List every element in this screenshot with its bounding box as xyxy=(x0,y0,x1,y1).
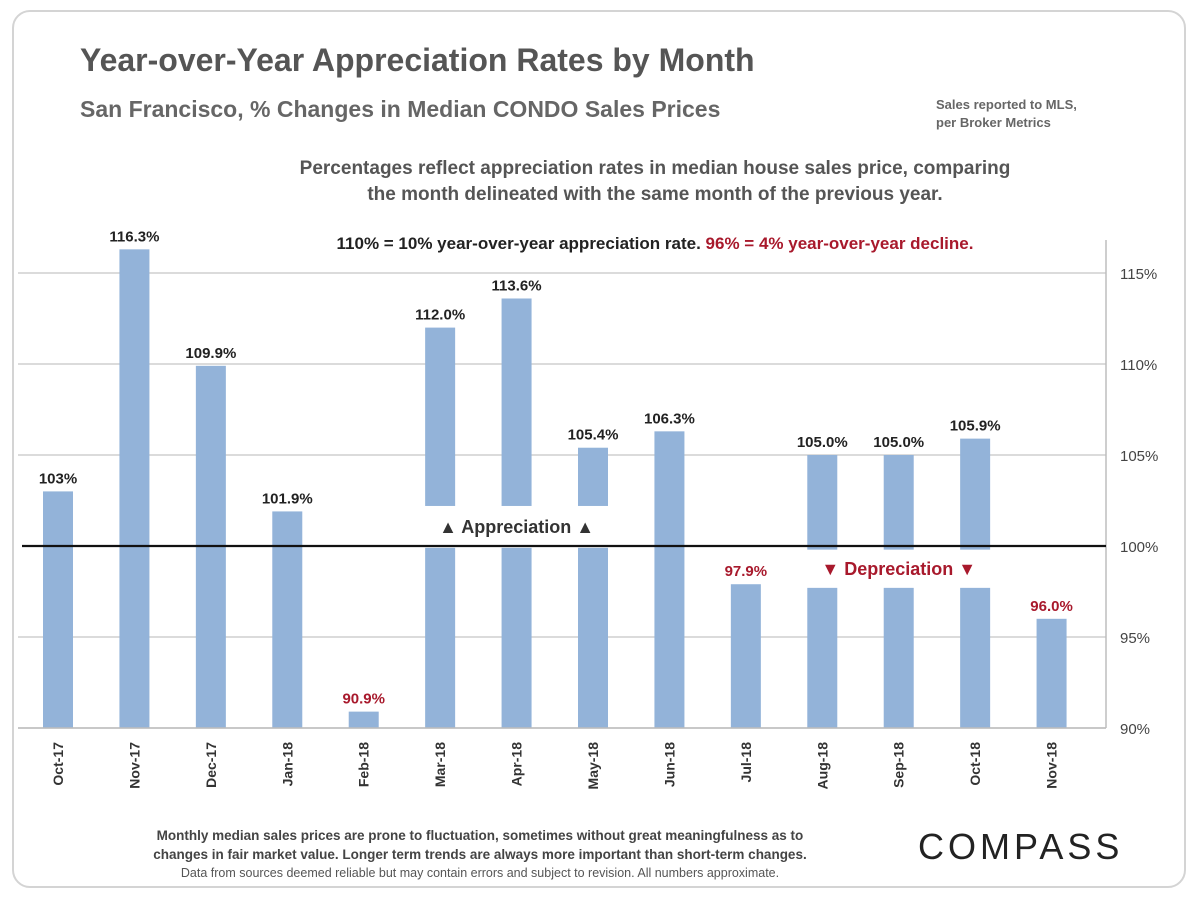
rate-key: 110% = 10% year-over-year appreciation r… xyxy=(200,234,1110,254)
chart-subtitle: San Francisco, % Changes in Median CONDO… xyxy=(80,96,721,122)
data-label: 116.3% xyxy=(109,228,159,245)
y-tick-label: 90% xyxy=(1120,721,1150,738)
data-label: 105.0% xyxy=(797,434,848,451)
data-label: 106.3% xyxy=(644,410,695,427)
x-tick-label: Oct-17 xyxy=(50,742,66,786)
x-tick-label: Jan-18 xyxy=(279,742,295,787)
x-tick-label: Apr-18 xyxy=(509,742,525,787)
footer-line-2: changes in fair market value. Longer ter… xyxy=(153,847,807,862)
x-tick-label: Jun-18 xyxy=(661,742,677,787)
bar xyxy=(43,491,73,728)
y-tick-label: 115% xyxy=(1120,266,1157,283)
depreciation-box xyxy=(799,549,999,588)
explanation-note: Percentages reflect appreciation rates i… xyxy=(200,156,1110,208)
bar xyxy=(883,455,914,728)
appreciation-label: ▲ Appreciation ▲ xyxy=(439,517,594,537)
bar xyxy=(272,511,303,728)
chart-title: Year-over-Year Appreciation Rates by Mon… xyxy=(80,42,755,78)
bar xyxy=(730,584,761,728)
y-tick-label: 105% xyxy=(1120,448,1158,465)
data-label: 112.0% xyxy=(415,307,465,324)
y-tick-label: 100% xyxy=(1120,539,1158,556)
bar xyxy=(578,447,608,728)
bar xyxy=(119,249,150,728)
footer-disclaimer: Monthly median sales prices are prone to… xyxy=(60,826,900,883)
x-tick-label: Jul-18 xyxy=(738,742,754,783)
data-label: 97.9% xyxy=(725,563,768,580)
compass-logo: COMPASS xyxy=(918,826,1124,867)
x-tick-label: Nov-17 xyxy=(126,742,142,789)
appreciation-box xyxy=(417,505,616,548)
footer-line-3: Data from sources deemed reliable but ma… xyxy=(180,866,780,880)
bar xyxy=(1036,618,1067,728)
x-tick-label: Oct-18 xyxy=(967,742,983,786)
source-note: Sales reported to MLS, per Broker Metric… xyxy=(936,96,1136,132)
data-label: 113.6% xyxy=(492,277,542,294)
bar xyxy=(654,431,685,728)
data-label: 105.0% xyxy=(873,434,924,451)
x-tick-label: Feb-18 xyxy=(356,742,372,787)
x-tick-label: Dec-17 xyxy=(203,742,219,788)
x-tick-label: May-18 xyxy=(585,742,601,790)
x-tick-label: Sep-18 xyxy=(891,742,907,788)
rate-key-negative: 96% = 4% year-over-year decline. xyxy=(705,234,974,253)
data-label: 90.9% xyxy=(342,691,385,708)
data-label: 105.9% xyxy=(950,418,1001,435)
x-tick-label: Nov-18 xyxy=(1044,742,1060,789)
depreciation-label: ▼ Depreciation ▼ xyxy=(821,559,976,579)
y-tick-label: 110% xyxy=(1120,357,1157,374)
x-tick-label: Mar-18 xyxy=(432,742,448,787)
data-label: 109.9% xyxy=(185,345,236,362)
source-line-2: per Broker Metrics xyxy=(936,115,1051,130)
explanation-line-2: the month delineated with the same month… xyxy=(367,184,943,205)
rate-key-positive: 110% = 10% year-over-year appreciation r… xyxy=(336,234,701,253)
bar xyxy=(348,711,379,728)
footer-line-1: Monthly median sales prices are prone to… xyxy=(156,828,804,843)
data-label: 101.9% xyxy=(262,490,313,507)
data-label: 105.4% xyxy=(568,427,619,444)
x-tick-label: Aug-18 xyxy=(814,742,830,790)
explanation-line-1: Percentages reflect appreciation rates i… xyxy=(299,158,1011,179)
y-tick-label: 95% xyxy=(1120,630,1150,647)
data-label: 96.0% xyxy=(1030,598,1073,615)
data-label: 103% xyxy=(39,470,77,487)
source-line-1: Sales reported to MLS, xyxy=(936,97,1077,112)
bar xyxy=(807,455,838,728)
